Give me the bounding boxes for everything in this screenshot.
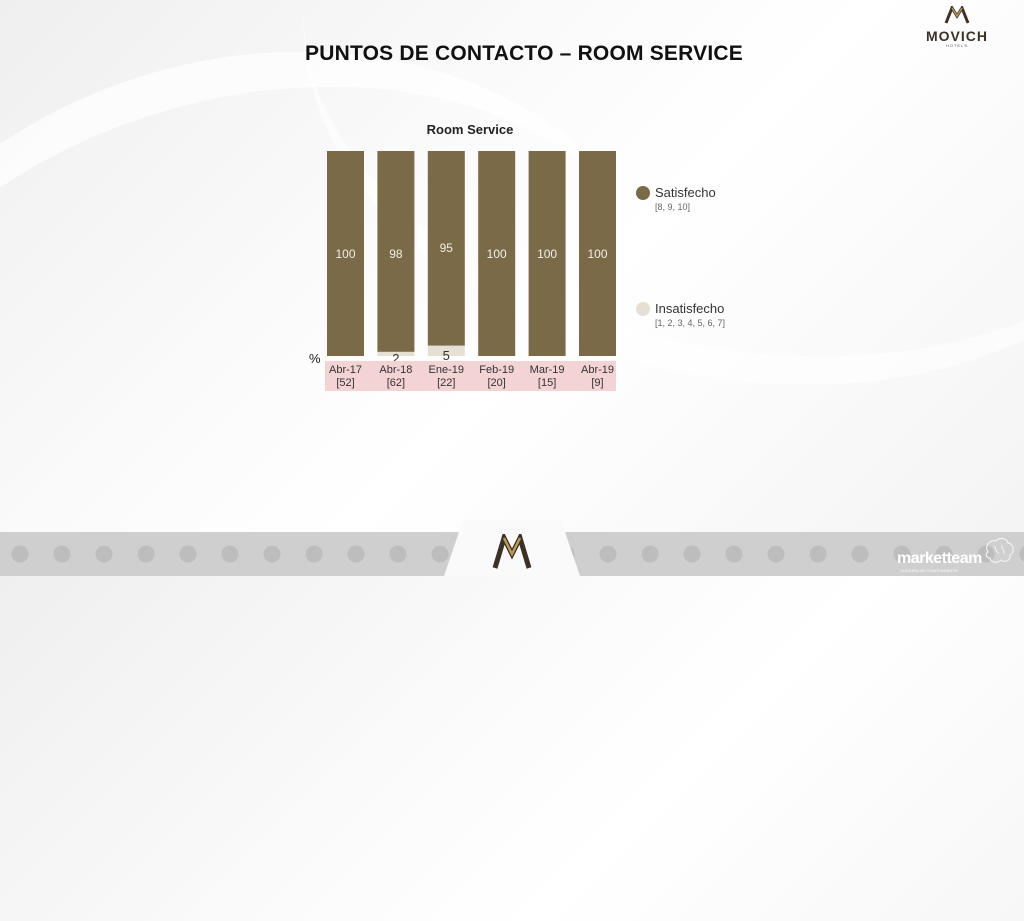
legend-satisfied-swatch bbox=[636, 186, 650, 200]
x-tick-label: Abr-18 [62] bbox=[366, 364, 426, 390]
x-axis-band bbox=[325, 361, 616, 391]
x-tick-category: Ene-19 bbox=[428, 364, 465, 376]
x-tick-sample-size: [62] bbox=[386, 377, 406, 389]
x-tick-category: Abr-19 bbox=[580, 364, 615, 376]
legend-satisfied-range: [8, 9, 10] bbox=[655, 202, 691, 212]
x-tick-category: Abr-18 bbox=[379, 364, 413, 376]
brand-subtitle: HOTELS bbox=[945, 43, 968, 48]
x-tick-category: Feb-19 bbox=[479, 364, 515, 376]
x-tick-label: Abr-17 [52] bbox=[316, 364, 376, 390]
chart-title: Room Service bbox=[426, 122, 514, 137]
x-tick-label: Feb-19 [20] bbox=[467, 364, 527, 390]
brand-name: MOVICH bbox=[926, 28, 988, 44]
x-tick-category: Abr-17 bbox=[328, 364, 363, 376]
x-tick-sample-size: [52] bbox=[336, 377, 355, 389]
brain-icon bbox=[985, 537, 1014, 563]
company-subtitle: CULTURA DE CONOCIMIENTO bbox=[900, 568, 958, 573]
x-tick-label: Abr-19 [9] bbox=[568, 364, 628, 390]
movich-m-logo-icon bbox=[944, 4, 970, 24]
x-tick-sample-size: [22] bbox=[437, 377, 456, 389]
legend-satisfied-label: Satisfecho bbox=[655, 185, 716, 200]
x-tick-label: Mar-19 [15] bbox=[517, 364, 577, 390]
brand-logo: MOVICH HOTELS bbox=[926, 4, 988, 48]
footer-tab bbox=[444, 520, 580, 576]
legend-dissatisfied-range: [1, 2, 3, 4, 5, 6, 7] bbox=[655, 318, 726, 328]
x-tick-category: Mar-19 bbox=[529, 364, 565, 376]
page-title: PUNTOS DE CONTACTO – ROOM SERVICE bbox=[305, 42, 743, 65]
movich-m-logo-icon bbox=[492, 534, 532, 569]
x-tick-sample-size: [15] bbox=[537, 377, 557, 389]
x-tick-sample-size: [9] bbox=[591, 377, 604, 389]
x-tick-sample-size: [20] bbox=[487, 377, 506, 389]
unit-label: % bbox=[309, 351, 321, 366]
legend-dissatisfied-label: Insatisfecho bbox=[655, 301, 725, 316]
x-tick-label: Ene-19 [22] bbox=[416, 364, 476, 390]
company-name: marketteam bbox=[897, 550, 982, 567]
legend-dissatisfied-swatch bbox=[636, 302, 650, 316]
